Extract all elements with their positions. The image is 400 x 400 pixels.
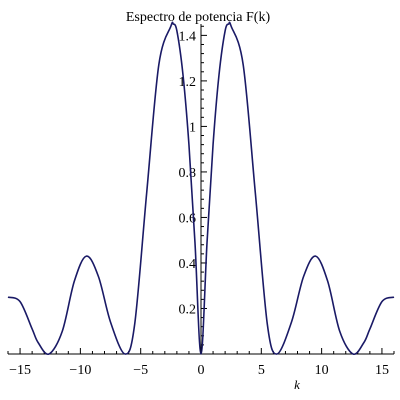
chart-title: Espectro de potencia F(k) — [126, 10, 271, 25]
x-tick-label: 5 — [258, 363, 265, 378]
x-tick-label: 15 — [375, 363, 389, 378]
x-axis-label: k — [294, 377, 300, 392]
x-tick-label: −10 — [69, 363, 91, 378]
x-tick-label: 10 — [315, 363, 329, 378]
series-line — [7, 21, 395, 356]
y-tick-label: 0.6 — [179, 211, 197, 226]
y-tick-label: 1.2 — [179, 75, 197, 90]
y-tick-label: 0.2 — [179, 302, 197, 317]
x-tick-label: −5 — [133, 363, 148, 378]
y-tick-label: 1.4 — [179, 29, 197, 44]
marks — [7, 21, 395, 356]
y-tick-label: 0.4 — [179, 257, 197, 272]
x-tick-label: −15 — [9, 363, 31, 378]
x-tick-label: 0 — [198, 363, 205, 378]
y-tick-label: 0.8 — [179, 166, 197, 181]
axes: −15 −10 −5 0 5 10 15 0.2 0.4 0.6 0.8 1 1.2 1.4 — [7, 24, 395, 378]
y-tick-label: 1 — [189, 120, 196, 135]
